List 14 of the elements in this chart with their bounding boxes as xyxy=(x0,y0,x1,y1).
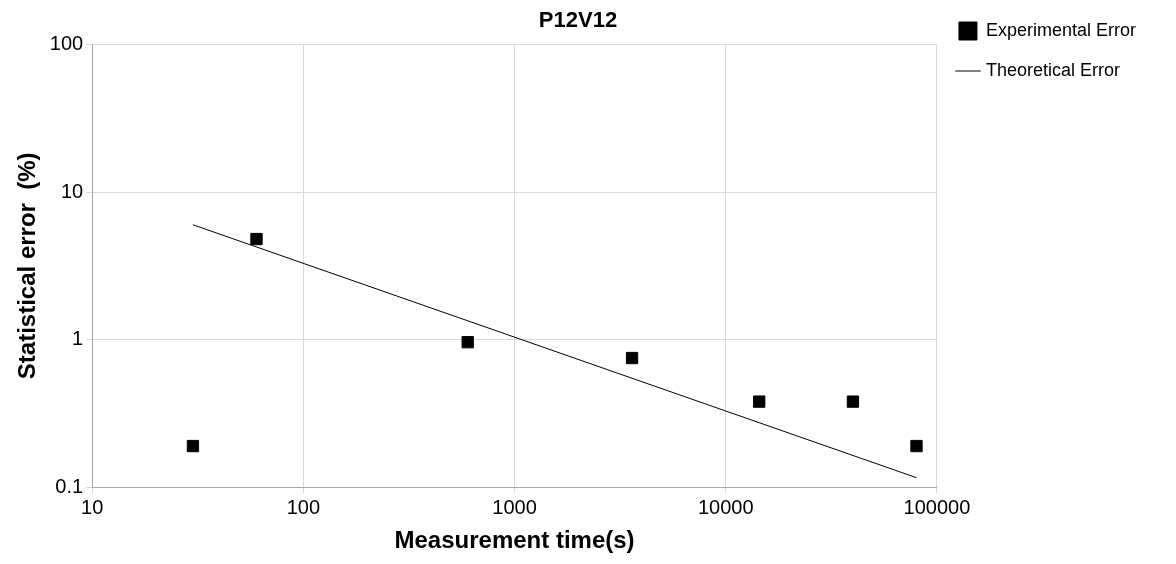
y-tick-label: 10 xyxy=(60,179,84,202)
legend-label: Experimental Error xyxy=(985,19,1137,40)
y-tick-label: 100 xyxy=(49,31,84,54)
x-axis-title: Measurement time(s) xyxy=(394,526,635,554)
x-tick-label: 1000 xyxy=(492,495,537,518)
legend-label: Theoretical Error xyxy=(985,59,1120,80)
y-tick-label: 1 xyxy=(72,327,84,350)
x-tick-label: 10000 xyxy=(697,495,754,518)
y-tick-label: 0.1 xyxy=(55,474,84,497)
x-tick-label: 100 xyxy=(286,495,321,518)
x-tick-label: 10 xyxy=(81,495,104,518)
x-tick-label: 100000 xyxy=(903,495,971,518)
chart-title: P12V12 xyxy=(538,7,618,33)
y-axis-title: Statistical error (%) xyxy=(13,152,41,380)
